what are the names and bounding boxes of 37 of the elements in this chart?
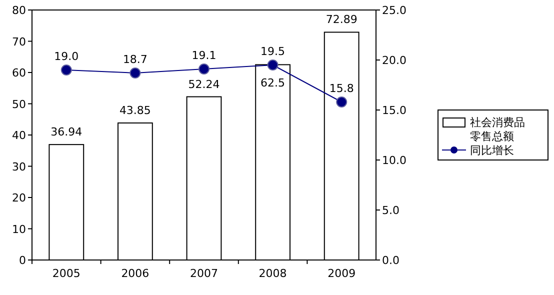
y2-tick-label: 10.0 (382, 154, 406, 167)
data-label: 62.5 (260, 76, 286, 90)
point (198, 64, 210, 74)
y-tick-label: 10 (12, 222, 26, 236)
y-tick-label: 30 (12, 160, 26, 174)
data-label: 43.85 (119, 104, 151, 117)
y-tick-label: 70 (12, 35, 26, 48)
point (130, 68, 141, 78)
x-tick-label: 2008 (258, 267, 287, 280)
point (336, 96, 348, 108)
point (267, 60, 278, 70)
x-tick-label: 2009 (328, 267, 356, 280)
legend-label: 同比增长 (470, 144, 514, 157)
y2-tick-label: 15.0 (382, 104, 406, 117)
data-label: 36.94 (50, 126, 82, 139)
data-label: 72.89 (326, 13, 358, 26)
y-tick-label: 80 (12, 4, 26, 17)
point (60, 64, 72, 76)
y-tick-label: 60 (12, 66, 26, 80)
y-tick-label: 20 (12, 192, 26, 204)
data-label: 52.24 (188, 78, 220, 91)
y2-tick-label: 20.0 (382, 54, 406, 67)
x-tick-label: 2006 (121, 267, 150, 280)
x-tick-label: 2007 (190, 267, 218, 280)
y-tick-label: 40 (12, 129, 26, 142)
data-label: 19.0 (54, 50, 79, 63)
data-label: 19.5 (260, 45, 286, 58)
y-tick-label: 50 (12, 98, 26, 111)
legend-label: 社会消费品零售总额 (470, 116, 525, 143)
y-tick-label: 0 (19, 254, 26, 267)
x-tick-label: 2005 (52, 267, 80, 280)
y2-tick-label: 25.0 (382, 4, 406, 17)
data-label: 15.8 (329, 82, 354, 95)
data-label: 18.7 (122, 53, 148, 66)
y2-tick-label: 5.0 (382, 204, 400, 217)
y2-tick-label: 0.0 (382, 254, 400, 267)
data-label: 19.1 (192, 49, 216, 62)
